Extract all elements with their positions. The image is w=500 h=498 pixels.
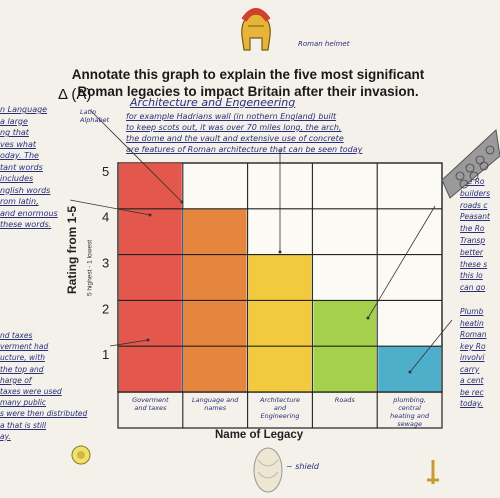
- annotation-arrow: [367, 205, 436, 319]
- left-margin-lower-line: many public: [0, 398, 47, 408]
- right-margin-lower-line: today.: [460, 399, 484, 408]
- arrow-head: [146, 338, 150, 342]
- latin-note: Latin Alphabet: [80, 108, 110, 124]
- left-margin-lower-line: verment had: [0, 342, 49, 352]
- shield-label: ~ shield: [286, 462, 319, 471]
- left-margin-lower-line: a that is still: [0, 420, 47, 430]
- helmet-label: Roman helmet: [298, 40, 350, 48]
- title-marker: Δ (A): [58, 86, 92, 103]
- left-margin-line: nglish words: [0, 185, 51, 195]
- annotation-line: to keep scots out, it was over 70 miles …: [126, 123, 342, 132]
- arrow-head: [278, 250, 282, 254]
- annotation-arrow: [69, 199, 151, 216]
- bar-1: [119, 163, 182, 392]
- annotation-heading: Architecture and Engeneering: [130, 96, 296, 109]
- y-tick-label: 5: [102, 164, 109, 179]
- annotation-line: the dome and the vault and extensive use…: [126, 134, 344, 143]
- left-margin-lower-line: s were then distributed: [0, 409, 88, 419]
- arrow-head: [148, 213, 152, 217]
- right-margin-line: the Ro: [460, 177, 485, 186]
- x-axis-label: Name of Legacy: [215, 429, 304, 441]
- right-margin-line: Peasant: [460, 212, 490, 222]
- right-margin-lower-line: be rec: [460, 387, 484, 397]
- left-margin-line: tant words: [0, 162, 43, 172]
- bar-3: [248, 254, 312, 392]
- y-axis-label: Rating from 1-5: [65, 205, 79, 295]
- left-margin-lower-line: taxes were used: [0, 387, 62, 396]
- annotation-arrow: [89, 109, 183, 203]
- left-margin-line: ng that: [0, 128, 29, 137]
- category-label: Language and names: [192, 396, 239, 412]
- y-axis-sublabel: 5 highest - 1 lowest: [86, 239, 94, 297]
- coin-drawing: [71, 445, 91, 465]
- left-margin-lower-line: harge of: [0, 375, 32, 385]
- shield-drawing: [253, 447, 283, 493]
- annotation-line: are features of Roman architecture that …: [126, 145, 363, 154]
- roman-helmet-drawing: [241, 8, 271, 51]
- right-margin-line: Transp: [460, 236, 486, 245]
- right-margin-line: roads c: [460, 200, 488, 210]
- left-margin-line: oday. The: [0, 151, 39, 160]
- right-margin-line: better: [460, 247, 483, 257]
- y-tick-label: 2: [102, 301, 109, 316]
- y-tick-label: 3: [102, 255, 109, 270]
- sword-drawing: [427, 460, 439, 484]
- right-margin-lower-line: heatin: [460, 318, 484, 328]
- category-label: Roads: [335, 396, 356, 404]
- y-tick-label: 1: [102, 347, 109, 362]
- left-margin-line: and enormous: [0, 208, 58, 218]
- y-tick-label: 4: [102, 210, 109, 225]
- right-margin-lower-line: involvi: [460, 353, 485, 362]
- arrow-head: [366, 316, 370, 320]
- right-margin-line: these s: [460, 259, 488, 269]
- arrow-head: [408, 370, 412, 374]
- annotation-arrow: [409, 319, 453, 373]
- left-margin-lower-line: the top and: [0, 364, 44, 374]
- roman-road-drawing: [441, 128, 500, 199]
- right-margin-line: this lo: [460, 271, 483, 281]
- bar-5: [378, 346, 441, 392]
- left-margin-lower-line: ay.: [0, 431, 11, 441]
- right-margin-line: the Ro: [460, 224, 485, 234]
- annotation-arrow: [109, 339, 149, 347]
- arrow-head: [180, 200, 184, 204]
- category-label: Goverment and taxes: [132, 396, 169, 412]
- page-title: Annotate this graph to explain the five …: [71, 67, 425, 99]
- category-label: plumbing, central heating and sewage: [390, 396, 430, 428]
- left-margin-line: these words.: [0, 220, 52, 229]
- left-margin-line: ves what: [0, 139, 37, 149]
- right-margin-lower-line: Plumb: [460, 307, 484, 316]
- category-label-row: [117, 391, 443, 429]
- left-margin-line: n Language: [0, 105, 48, 114]
- right-margin-lower-line: a cent: [460, 376, 484, 385]
- right-margin-line: can go: [460, 283, 486, 293]
- right-margin-lower-line: key Ro: [460, 341, 486, 351]
- right-margin-line: builders: [460, 188, 491, 198]
- left-margin-line: rom latin,: [0, 197, 39, 206]
- category-label: Architecture and Engineering: [259, 396, 300, 420]
- right-margin-lower-line: Roman: [460, 330, 487, 339]
- left-margin-line: includes: [0, 174, 34, 183]
- left-margin-line: a large: [0, 116, 28, 126]
- right-margin-lower-line: carry: [460, 364, 480, 374]
- left-margin-lower-line: ucture, with: [0, 353, 45, 363]
- annotation-line: for example Hadrians wall (in nothern En…: [126, 112, 337, 121]
- left-margin-lower-line: nd taxes: [0, 331, 33, 340]
